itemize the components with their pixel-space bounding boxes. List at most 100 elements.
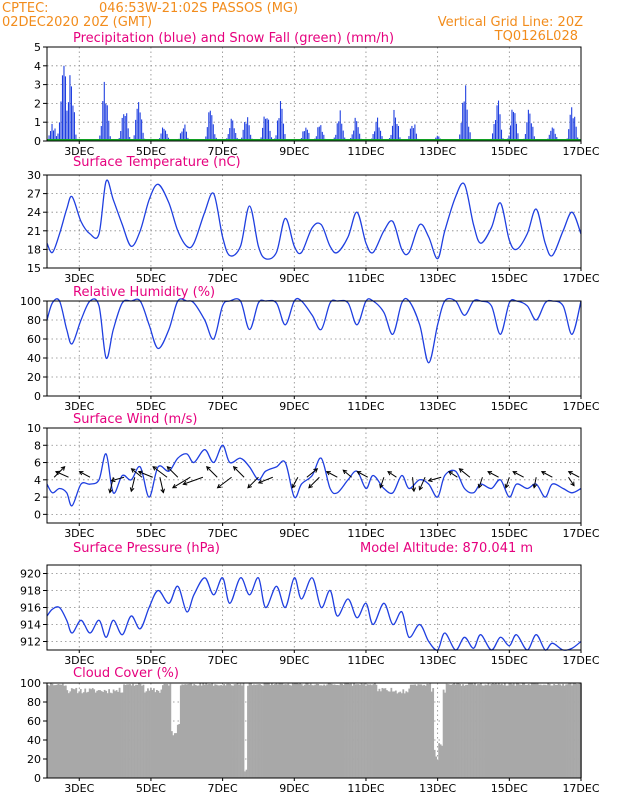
precip-bar <box>497 100 500 141</box>
cloud-bar <box>124 684 127 778</box>
cloud-bar <box>566 684 569 778</box>
wind-arrowhead <box>427 477 433 483</box>
x-tick-label: 17DEC <box>562 527 599 540</box>
cloud-bar <box>197 685 200 778</box>
cloud-bar <box>497 683 500 778</box>
cloud-bar <box>454 684 457 778</box>
precip-bar <box>315 136 317 141</box>
wind-arrow <box>342 469 352 478</box>
cloud-bar <box>303 684 306 778</box>
x-tick-label: 13DEC <box>419 782 456 795</box>
cloud-bar <box>238 684 240 778</box>
precip-bar <box>120 131 122 141</box>
cloud-bar <box>158 692 161 778</box>
cloud-bar <box>266 683 269 778</box>
precip-bar <box>185 131 187 141</box>
precip-bar <box>127 128 129 141</box>
wind-arrow <box>568 471 580 478</box>
cloud-bar <box>178 723 181 778</box>
cloud-bar <box>378 688 381 778</box>
panel-6: 0 20 40 60 80 100 3DEC 5DEC 7DEC 9DEC 11DEC 13DEC 15… <box>20 666 600 795</box>
wind-arrow <box>247 476 259 489</box>
cloud-bar <box>105 690 108 778</box>
cloud-bar <box>565 684 567 778</box>
cloud-bar <box>263 683 266 778</box>
cloud-bar <box>527 683 530 778</box>
model-altitude: Model Altitude: 870.041 m <box>360 541 533 556</box>
precip-bar <box>463 101 465 141</box>
precip-bar <box>339 110 341 141</box>
cloud-bar <box>76 693 79 778</box>
precip-bar <box>48 135 50 141</box>
wind-arrow <box>487 471 499 478</box>
cloud-bar <box>445 683 448 778</box>
cloud-bar <box>336 684 339 778</box>
cloud-bar <box>385 690 388 778</box>
cloud-bar <box>538 684 541 778</box>
cloud-bar <box>500 683 503 778</box>
precip-bar <box>500 129 503 141</box>
precip-bar <box>551 127 553 141</box>
precip-bar <box>108 120 110 141</box>
y-tick-label: 27 <box>27 188 41 201</box>
cloud-bar <box>169 683 172 778</box>
precip-bar <box>351 134 353 141</box>
precip-bar <box>227 134 229 141</box>
wind-arrow <box>448 471 458 478</box>
cloud-bar <box>393 691 396 778</box>
x-tick-label: 11DEC <box>347 527 384 540</box>
cloud-bar <box>144 692 146 778</box>
precip-bar <box>206 127 208 141</box>
cloud-bar <box>526 684 529 778</box>
cloud-bar <box>115 690 118 778</box>
y-tick-label: 914 <box>20 619 41 632</box>
panel-frame <box>46 682 582 779</box>
cloud-bar <box>550 685 553 778</box>
cloud-bar <box>542 684 545 778</box>
cloud-bar <box>469 683 472 778</box>
x-tick-label: 5DEC <box>136 527 166 540</box>
wind-arrowhead <box>512 471 518 476</box>
x-tick-label: 5DEC <box>136 145 166 158</box>
precip-bar <box>335 134 337 141</box>
wind-arrow <box>291 476 299 488</box>
precip-bar <box>317 127 319 141</box>
cloud-bar <box>176 724 179 778</box>
cloud-bar <box>242 683 245 778</box>
wind-arrow <box>512 471 524 478</box>
cloud-bar <box>571 685 573 778</box>
precip-bar <box>318 126 320 141</box>
cloud-bar <box>436 760 439 778</box>
wind-arrow <box>478 477 483 488</box>
wind-arrowhead <box>60 465 66 471</box>
cloud-bar <box>244 771 246 778</box>
cloud-bar <box>132 683 134 778</box>
cloud-bar <box>463 685 466 778</box>
cloud-bar <box>447 684 449 778</box>
cloud-bar <box>257 684 260 778</box>
y-tick-label: 2 <box>34 97 41 110</box>
cloud-bar <box>296 683 299 778</box>
precip-bar <box>52 130 55 141</box>
series-line <box>46 179 582 260</box>
y-tick-label: 0 <box>34 135 41 148</box>
wind-arrowhead <box>166 465 172 471</box>
cloud-bar <box>350 683 352 778</box>
precip-bar <box>568 129 570 141</box>
precip-bar <box>526 122 528 141</box>
x-tick-label: 17DEC <box>562 400 599 413</box>
cloud-bar <box>112 689 115 778</box>
wind-arrow <box>130 477 136 492</box>
cloud-bar <box>502 685 505 778</box>
cloud-bar <box>96 690 99 778</box>
cloud-bar <box>278 683 281 778</box>
cloud-bar <box>332 684 335 778</box>
wind-arrowhead <box>205 465 211 471</box>
wind-arrowhead <box>137 470 143 476</box>
panel-frame <box>46 427 582 524</box>
cloud-bar <box>135 684 137 778</box>
precip-bar <box>493 124 495 141</box>
x-tick-label: 13DEC <box>419 272 456 285</box>
precip-bar <box>527 109 529 141</box>
cloud-bar <box>102 692 105 778</box>
